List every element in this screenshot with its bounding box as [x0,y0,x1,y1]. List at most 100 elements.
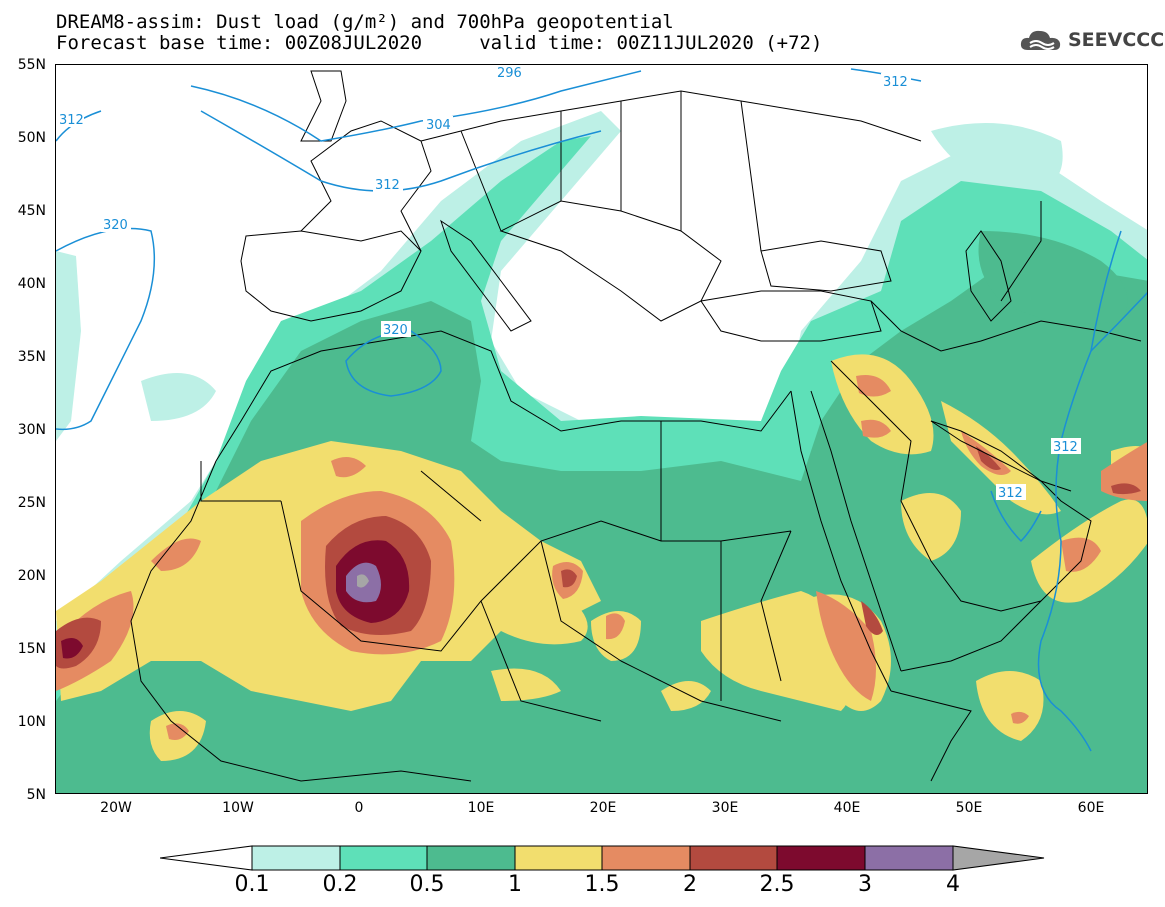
red-sea-east [810,390,902,672]
contour-label: 304 [426,118,451,133]
contour-312-east [1037,230,1122,752]
dust-level-2.5-west [61,637,83,659]
colorbar-label: 3 [858,872,872,897]
colorbar-label: 0.2 [322,872,358,897]
colorbar-label: 1.5 [584,872,620,897]
dust-level-0.1-portugal [141,373,216,421]
contour-312-pakistan [1090,292,1147,352]
lat-label: 20N [17,568,46,584]
contour-label: 312 [1053,440,1078,455]
lon-label: 20W [100,800,132,816]
colorbar-label: 2.5 [759,872,795,897]
colorbar-high-arrow [952,845,1045,871]
lat-label: 45N [17,203,46,219]
lat-label: 40N [17,276,46,292]
colorbar-swatch [251,845,341,871]
coastlines-and-borders [130,70,1142,782]
colorbar-swatch [689,845,778,871]
contour-label: 296 [497,66,522,81]
colorbar-label: 2 [683,872,697,897]
colorbar-low-arrow [160,845,253,871]
dust-level-4-core [357,574,369,588]
arabia-coast [900,420,1092,672]
contour-label: 312 [59,113,84,128]
dust-level-1.5-sudan [606,613,625,640]
dust-level-0.1-caspian [931,123,1063,191]
lon-label: 10W [222,800,254,816]
lon-label: 30E [711,800,739,816]
lat-label: 10N [17,714,46,730]
sahara-borders [200,421,792,722]
dust-level-2-pakistan [1111,483,1141,495]
colorbar-label: 0.1 [234,872,270,897]
contour-label: 312 [998,486,1023,501]
europe-borders [420,90,922,252]
lat-label: 5N [26,787,46,803]
seevccc-logo: SEEVCCC [1018,26,1164,54]
colorbar-swatch [601,845,691,871]
lat-label: 15N [17,641,46,657]
logo-text: SEEVCCC [1068,29,1165,51]
contour-label: 312 [883,75,908,90]
dust-level-1.5-guinea [166,723,189,740]
dust-level-1-gulf [941,401,1061,515]
dust-level-1.5-oman [1061,537,1101,572]
lon-label: 10E [467,800,495,816]
dust-level-1.5-mauritania [151,538,201,571]
middle-east-borders [830,201,1142,612]
turkey-coast [700,290,882,342]
west-africa-coast [130,460,472,782]
contour-312-uae [990,490,1042,543]
britain-coast [300,70,347,142]
dust-map[interactable]: 312 312 312 304 320 320 312 312 296 [55,64,1148,794]
lat-label: 25N [17,495,46,511]
map-title-line2: Forecast base time: 00Z08JUL2020 valid t… [56,32,823,54]
france-coast [300,120,432,252]
red-sea-west [790,390,892,692]
lon-label: 20E [589,800,617,816]
lon-label: 50E [955,800,983,816]
colorbar-label: 4 [946,872,960,897]
colorbar-label: 0.5 [409,872,445,897]
dust-map-canvas: 312 312 312 304 320 320 312 312 296 [56,65,1147,793]
horn-africa-coast [890,690,972,782]
lon-label: 0 [354,800,364,816]
iberia-coast [240,230,422,322]
dust-level-1.5-algeria [331,457,366,478]
dust-level-1.5-iraq [856,375,891,397]
map-title-line1: DREAM8-assim: Dust load (g/m²) and 700hP… [56,11,674,33]
dust-level-2-redsea [861,601,883,635]
contour-labels: 312 312 312 304 320 320 312 312 296 [56,65,1081,501]
colorbar-swatch [426,845,516,871]
dust-level-1.5-arabian-sea [1011,711,1029,724]
caspian-coast [965,230,1012,322]
italy-coast [440,219,532,332]
dust-level-1.5-redsea [816,591,876,701]
dust-level-1.5-kuwait [861,419,891,438]
dust-level-1-darfur [661,681,711,711]
black-sea-coast [760,240,892,292]
colorbar-swatch [514,845,603,871]
dust-level-2-chad [561,569,577,588]
colorbar-swatch [864,845,954,871]
contour-label: 312 [375,178,400,193]
dust-level-1-central [491,668,561,701]
colorbar-swatch [339,845,428,871]
dust-level-0.1-atlantic [56,251,81,441]
lon-label: 60E [1077,800,1105,816]
colorbar [160,845,1045,871]
colorbar-label: 1 [508,872,522,897]
dust-level-0.5-iran [978,231,1128,324]
lat-label: 55N [17,57,46,73]
colorbar-swatch [776,845,866,871]
contour-label: 320 [103,218,128,233]
lon-label: 40E [833,800,861,816]
contour-label: 320 [383,323,408,338]
lat-label: 30N [17,422,46,438]
persian-gulf-coast [930,420,1072,492]
lat-label: 50N [17,130,46,146]
balkans-coast [499,200,722,322]
cloud-icon [1020,30,1061,50]
dust-level-1-saudi [901,493,961,561]
dust-level-1-arabian-sea [976,671,1044,741]
